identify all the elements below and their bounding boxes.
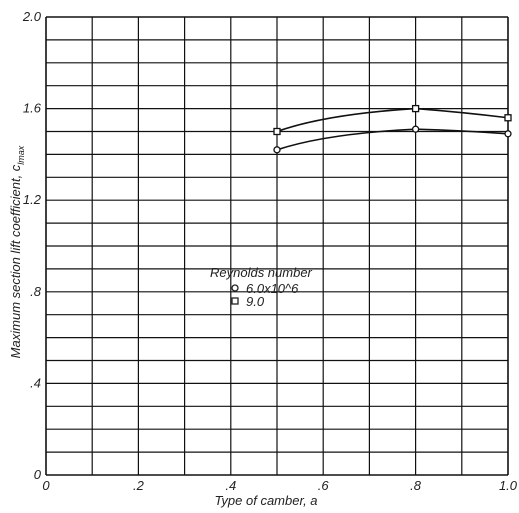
legend-marker-circle: [231, 284, 239, 292]
legend-title: Reynolds number: [210, 265, 313, 280]
y-tick-label: 1.6: [23, 101, 42, 116]
x-axis-label: Type of camber, a: [214, 493, 317, 508]
y-tick-label: .8: [30, 284, 42, 299]
legend-marker-square: [231, 297, 239, 305]
series-markers: [273, 104, 512, 154]
data-point-square: [504, 114, 512, 122]
y-tick-label: 0: [34, 467, 42, 482]
x-tick-label: 1.0: [499, 478, 518, 493]
x-tick-label: 0: [42, 478, 50, 493]
y-tick-label: .4: [30, 375, 41, 390]
legend-label-1: 6.0x10^6: [246, 281, 299, 296]
y-tick-label: 1.2: [23, 192, 42, 207]
series-lines: [276, 107, 509, 151]
data-point-square: [411, 104, 420, 113]
legend: Reynolds number 6.0x10^6 9.0: [210, 265, 313, 309]
series-line-2: [276, 107, 509, 133]
grid: [45, 16, 509, 476]
y-axis-label-subscript: lmax: [16, 145, 26, 165]
x-tick-label: .8: [410, 478, 422, 493]
tick-labels: 0 .2 .4 .6 .8 1.0 0 .4 .8 1.2 1.6 2.0: [22, 9, 518, 493]
data-point-circle: [504, 130, 512, 138]
x-tick-label: .4: [225, 478, 236, 493]
y-tick-label: 2.0: [22, 9, 42, 24]
x-tick-label: .2: [133, 478, 145, 493]
data-point-square: [273, 127, 281, 136]
legend-label-2: 9.0: [246, 294, 265, 309]
y-axis-label-main: Maximum section lift coefficient, c: [8, 164, 23, 358]
data-point-circle: [411, 125, 420, 133]
x-tick-label: .6: [318, 478, 330, 493]
y-axis-label: Maximum section lift coefficient, clmax: [8, 145, 26, 358]
data-point-circle: [273, 146, 281, 154]
series-line-1: [276, 128, 509, 151]
